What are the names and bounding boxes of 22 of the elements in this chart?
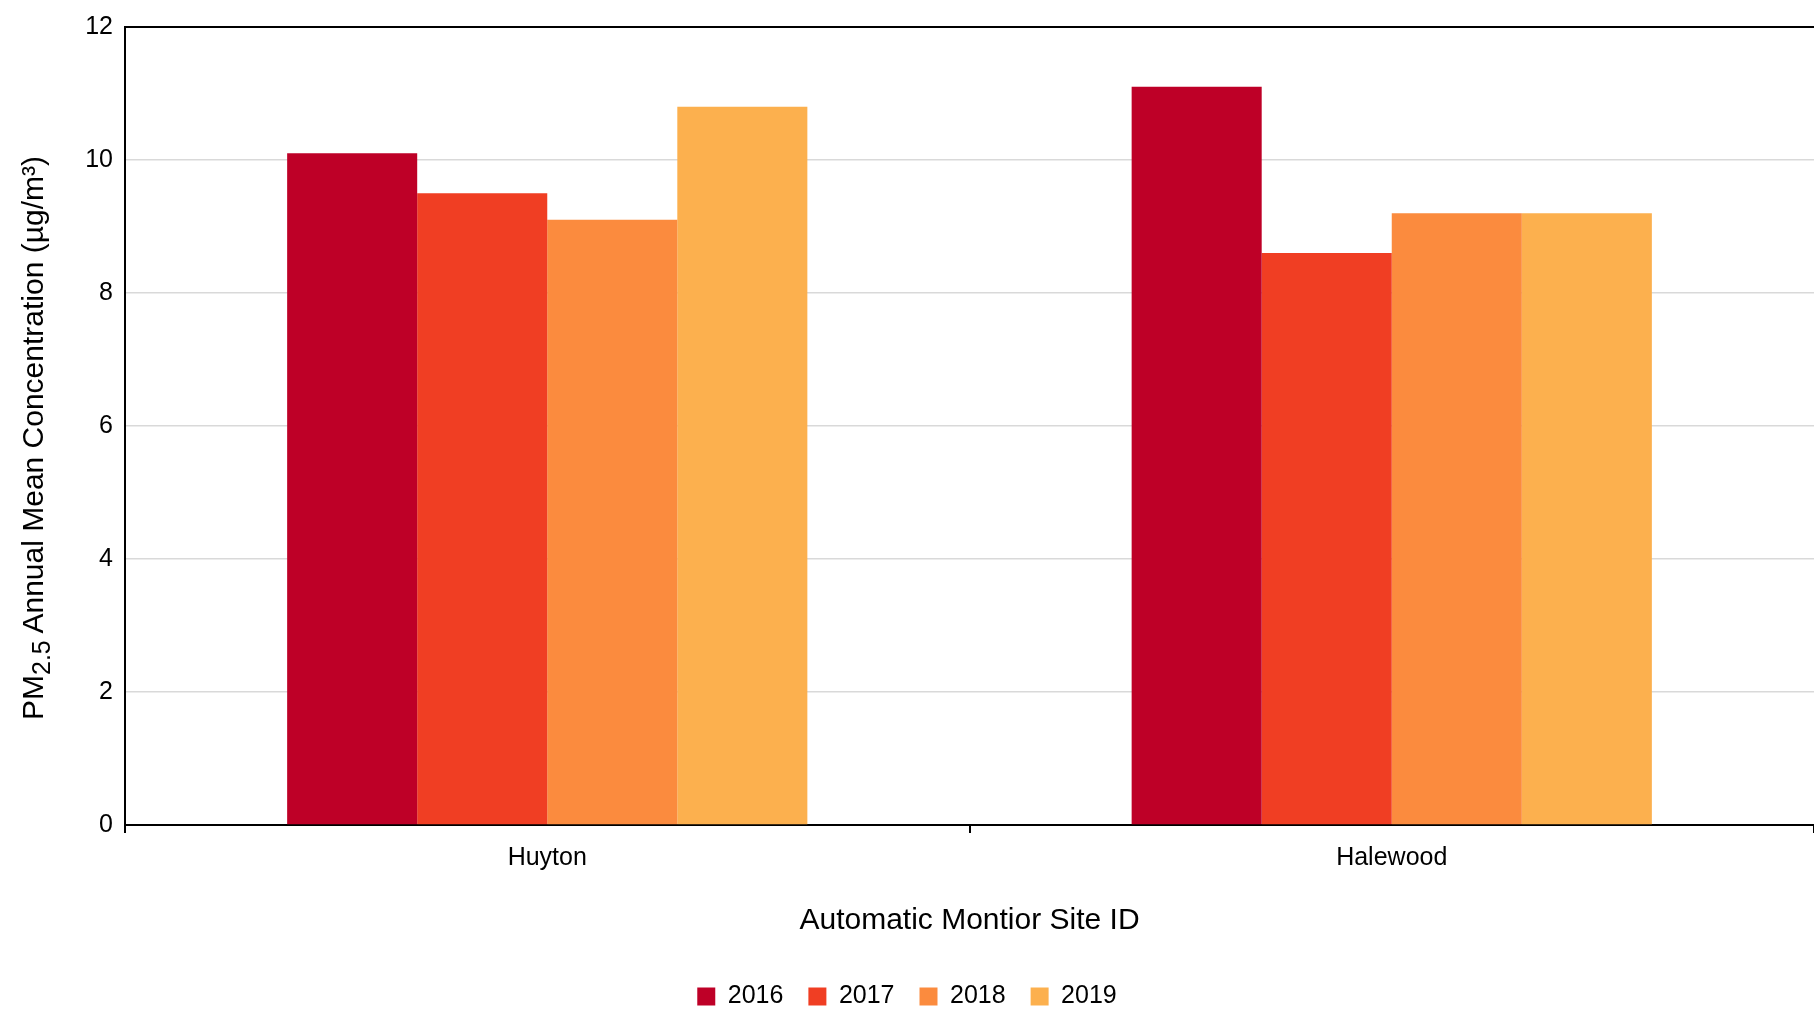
y-tick-label: 8: [99, 276, 113, 305]
legend-label: 2019: [1061, 980, 1117, 1009]
bar: [1131, 86, 1262, 825]
bar: [287, 153, 418, 825]
y-tick-label: 4: [99, 542, 114, 571]
legend-label: 2017: [838, 980, 895, 1009]
y-tick-label: 6: [99, 409, 113, 438]
bar: [677, 106, 808, 825]
bar: [417, 193, 548, 825]
bar: [1391, 213, 1522, 825]
x-axis-title: Automatic Montior Site ID: [799, 902, 1140, 936]
y-tick-label: 12: [85, 10, 113, 39]
y-tick-label: 0: [99, 808, 113, 837]
bar: [547, 219, 678, 825]
y-tick-label: 10: [85, 143, 113, 172]
y-tick-label: 2: [99, 675, 113, 704]
x-tick-label: Halewood: [1336, 841, 1448, 870]
bar: [1521, 213, 1652, 825]
legend-label: 2018: [950, 980, 1006, 1009]
legend-label: 2016: [727, 980, 784, 1009]
x-tick-label: Huyton: [507, 841, 587, 870]
bar: [1261, 253, 1392, 825]
